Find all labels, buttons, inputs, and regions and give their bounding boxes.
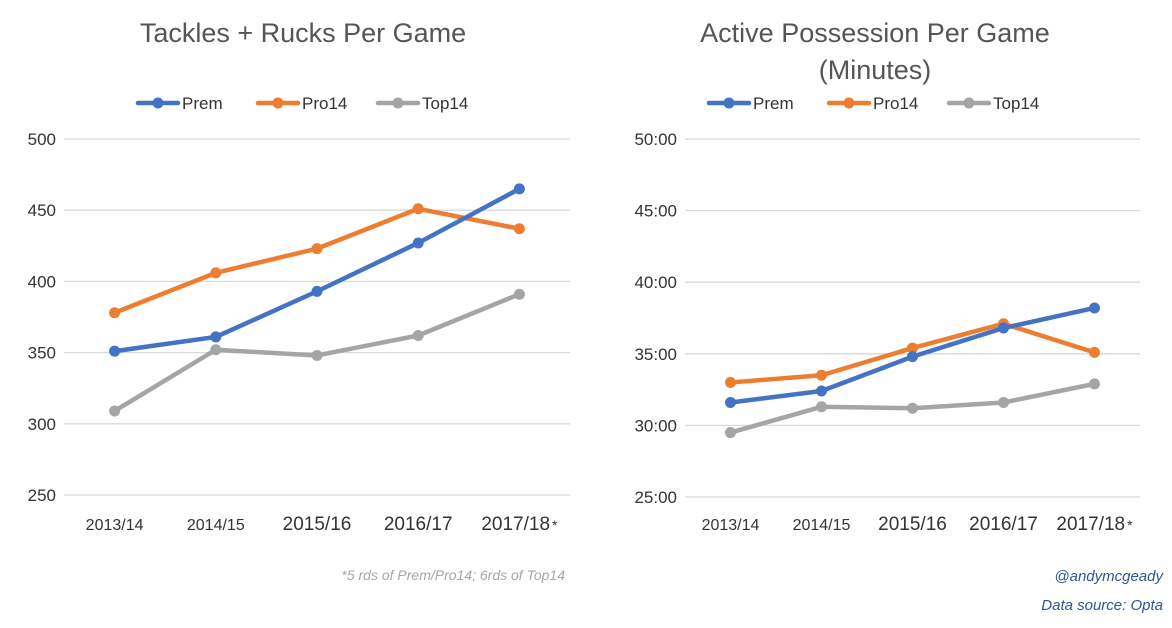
data-point-prem <box>513 183 525 195</box>
y-tick-label: 350 <box>28 344 56 363</box>
x-tick-marker: * <box>1127 517 1133 533</box>
x-tick-label: 2013/14 <box>86 517 144 534</box>
data-point-pro14 <box>907 342 918 354</box>
x-tick-label: 2017/18 * <box>1056 514 1133 535</box>
data-point-prem <box>311 285 323 297</box>
legend-marker-pro14 <box>843 97 855 109</box>
legend-label-top14: Top14 <box>422 94 468 113</box>
data-point-pro14 <box>816 369 827 381</box>
chart-2: Active Possession Per Game (Minutes) 25:00… <box>634 18 1140 535</box>
data-point-pro14 <box>725 376 736 388</box>
data-point-top14 <box>311 349 323 361</box>
x-tick-label: 2015/16 <box>878 514 947 535</box>
y-tick-label: 30:00 <box>634 416 677 435</box>
legend-label-top14: Top14 <box>993 94 1039 113</box>
y-tick-label: 45:00 <box>634 202 677 221</box>
data-point-top14 <box>1089 378 1100 390</box>
data-point-prem <box>1089 302 1100 314</box>
legend-label-pro14: Pro14 <box>873 94 918 113</box>
data-point-prem <box>816 385 827 397</box>
y-tick-label: 25:00 <box>634 488 677 507</box>
x-tick-label: 2017/18 * <box>481 514 558 535</box>
legend-label-prem: Prem <box>753 94 794 113</box>
data-point-prem <box>210 331 222 343</box>
legend-marker-prem <box>723 97 735 109</box>
data-point-top14 <box>513 288 525 300</box>
legend-marker-top14 <box>963 97 975 109</box>
y-tick-label: 40:00 <box>634 273 677 292</box>
footnote: *5 rds of Prem/Pro14; 6rds of Top14 <box>341 567 565 583</box>
data-point-prem <box>109 345 121 357</box>
x-tick-label: 2014/15 <box>187 517 245 534</box>
data-point-pro14 <box>1089 346 1100 358</box>
data-point-top14 <box>725 427 736 439</box>
chart-title: Active Possession Per Game (Minutes) <box>700 18 1050 85</box>
data-point-pro14 <box>513 223 525 235</box>
data-point-pro14 <box>412 203 424 215</box>
y-tick-label: 450 <box>28 201 56 220</box>
credit-source: Data source: Opta <box>1041 597 1163 614</box>
data-point-prem <box>998 322 1009 334</box>
y-tick-label: 400 <box>28 272 56 291</box>
legend-marker-prem <box>152 97 164 109</box>
series-line-pro14 <box>112 206 522 315</box>
y-tick-label: 250 <box>28 486 56 505</box>
legend-label-prem: Prem <box>182 94 223 113</box>
data-point-top14 <box>109 405 121 417</box>
legend-marker-top14 <box>392 97 404 109</box>
data-point-prem <box>907 351 918 363</box>
data-point-top14 <box>907 402 918 414</box>
x-tick-label: 2016/17 <box>969 514 1038 535</box>
x-tick-label: 2013/14 <box>702 517 760 534</box>
data-point-top14 <box>998 396 1009 408</box>
data-point-pro14 <box>311 243 323 255</box>
data-point-prem <box>725 396 736 408</box>
y-tick-label: 300 <box>28 415 56 434</box>
y-tick-label: 50:00 <box>634 130 677 149</box>
chart-1: Tackles + Rucks Per Game 250 300 350 400 450 5… <box>28 18 570 535</box>
data-point-top14 <box>816 401 827 413</box>
credit-author: @andymcgeady <box>1054 568 1164 585</box>
y-tick-label: 35:00 <box>634 345 677 364</box>
x-tick-label: 2016/17 <box>384 514 453 535</box>
legend-label-pro14: Pro14 <box>302 94 347 113</box>
data-point-prem <box>412 237 424 249</box>
x-tick-label: 2015/16 <box>283 514 352 535</box>
x-tick-label: 2014/15 <box>793 517 851 534</box>
data-point-pro14 <box>109 307 121 319</box>
data-point-pro14 <box>210 267 222 279</box>
data-point-top14 <box>210 344 222 356</box>
legend-marker-pro14 <box>272 97 284 109</box>
x-tick-marker: * <box>552 517 558 533</box>
y-tick-label: 500 <box>28 130 56 149</box>
series-line-prem <box>112 186 522 354</box>
data-point-top14 <box>412 330 424 342</box>
chart-title: Tackles + Rucks Per Game <box>140 18 466 48</box>
